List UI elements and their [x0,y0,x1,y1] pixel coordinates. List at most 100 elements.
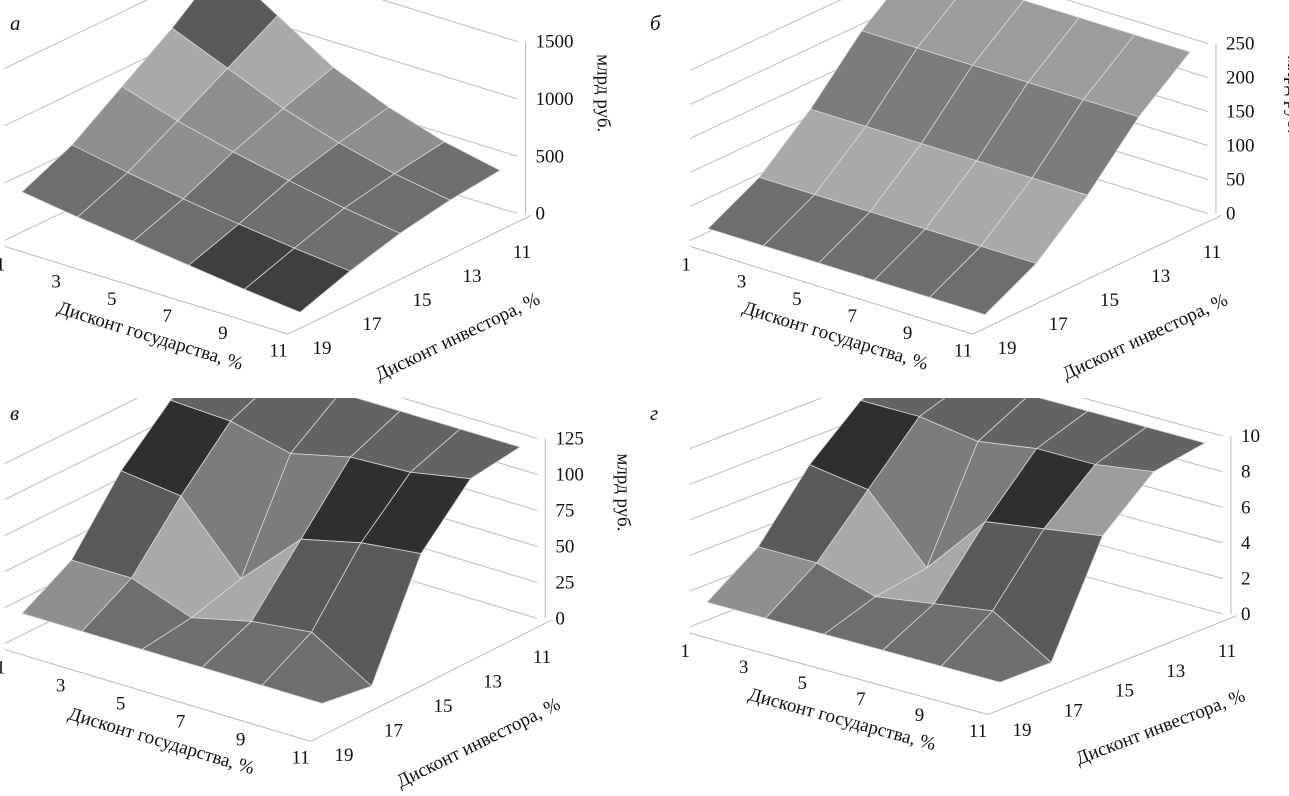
y-tick-label: 17 [363,314,382,335]
x-tick-label: 5 [116,694,126,715]
x-tick-label: 5 [107,289,117,310]
x-tick-label: 3 [737,272,747,293]
x-axis-title: Дисконт государства, % [66,703,257,779]
y-axis-title: Дисконт инвестора, % [1073,685,1249,769]
x-tick-label: 7 [163,306,173,327]
y-tick-label: 11 [1203,242,1221,263]
z-tick-label: 100 [555,464,584,485]
x-tick-label: 5 [798,673,808,694]
z-tick-label: 8 [1241,462,1251,483]
z-axis-title: млрд руб. [1283,56,1289,134]
z-tick-label: 0 [536,204,546,225]
floor-edge [688,615,1237,716]
surface-cell [243,247,351,313]
surface-cell [940,610,1053,683]
x-axis-title: Дисконт государства, % [746,684,938,755]
x-tick-label: 11 [969,721,987,742]
y-tick-label: 13 [483,672,502,693]
y-tick-label: 13 [1166,661,1185,682]
floor-edge [4,619,552,742]
x-tick-label: 9 [915,705,925,726]
y-axis-title: Дисконт инвестора, % [372,289,543,386]
x-tick-label: 7 [856,689,866,710]
surface-cell [928,245,1038,316]
x-tick-label: 9 [218,323,228,344]
x-tick-label: 1 [0,254,5,275]
surface-cell [261,631,373,704]
x-tick-label: 9 [903,323,913,344]
chart-panel-d: 0 2 4 6 8 10 1 3 5 7 9 11 11 13 15 17 19 Дисконт государс… [645,398,1289,796]
y-tick-label: 13 [1151,266,1170,287]
y-tick-label: 15 [1115,681,1134,702]
chart-panel-c: 0 25 50 75 100 125 1 3 5 7 9 11 11 13 15 17 19 Дисконт го… [0,398,645,796]
gridline [4,398,538,465]
z-tick-label: 0 [1226,204,1236,225]
x-tick-label: 1 [680,641,690,662]
gridline [688,398,1224,450]
y-axis-title: Дисконт инвестора, % [393,694,564,793]
x-axis-title: Дисконт государства, % [55,298,246,375]
y-tick-label: 11 [1218,641,1236,662]
x-tick-label: 7 [176,712,186,733]
chart-panel-b: 0 50 100 150 200 250 1 3 5 7 9 11 11 13 15 17 19 Дисконт … [645,0,1289,398]
z-tick-label: 500 [536,146,565,167]
z-tick-label: 150 [1226,102,1255,123]
y-tick-label: 11 [513,242,531,263]
z-tick-label: 100 [1226,136,1255,157]
z-tick-label: 6 [1241,497,1251,518]
chart-panel-a: 0 500 1000 1500 1 3 5 7 9 11 11 13 15 17 19 Дисконт гос… [0,0,645,398]
x-tick-label: 9 [236,730,246,751]
y-tick-label: 19 [998,338,1017,359]
x-tick-label: 7 [848,306,858,327]
y-tick-label: 19 [1013,720,1032,741]
z-tick-label: 50 [555,536,574,557]
x-tick-label: 11 [954,340,972,361]
gridline [4,0,518,69]
y-tick-label: 15 [434,696,453,717]
x-tick-label: 3 [56,676,66,697]
panel-letter: г [650,401,658,425]
panel-letter: а [10,11,21,35]
x-tick-label: 5 [792,289,802,310]
panel-letter: в [10,401,19,425]
z-axis-title: млрд руб. [593,54,614,132]
x-tick-label: 3 [739,657,749,678]
y-tick-label: 17 [1064,700,1083,721]
z-tick-label: 0 [555,608,565,629]
z-axis-title: млрд руб. [612,453,633,531]
floor-edge [689,214,1222,335]
x-tick-label: 1 [681,254,691,275]
y-axis-title: Дисконт инвестора, % [1059,289,1231,384]
y-tick-label: 17 [1049,314,1068,335]
z-tick-label: 1000 [536,89,574,110]
x-tick-label: 11 [292,748,310,769]
y-tick-label: 15 [413,290,432,311]
z-tick-label: 75 [555,500,574,521]
x-tick-label: 1 [0,658,5,679]
surface-chart-b: 05010015020025013579111113151719Дисконт … [650,0,1289,385]
y-tick-label: 11 [533,647,551,668]
panel-letter: б [650,11,662,35]
z-tick-label: 50 [1226,170,1245,191]
z-tick-label: 0 [1241,604,1251,625]
z-tick-label: 125 [555,428,584,449]
x-tick-label: 11 [269,340,287,361]
z-tick-label: 1500 [536,32,574,53]
y-tick-label: 13 [463,266,482,287]
y-tick-label: 15 [1100,290,1119,311]
gridline [689,0,1209,71]
z-tick-label: 25 [555,572,574,593]
x-tick-label: 3 [51,272,61,293]
z-tick-label: 2 [1241,568,1251,589]
y-tick-label: 19 [313,338,332,359]
z-tick-label: 250 [1226,34,1255,55]
z-tick-label: 10 [1241,426,1260,447]
y-tick-label: 19 [335,745,354,766]
z-tick-label: 200 [1226,68,1255,89]
y-tick-label: 17 [384,721,403,742]
floor-edge [4,214,532,335]
z-tick-label: 4 [1241,533,1251,554]
